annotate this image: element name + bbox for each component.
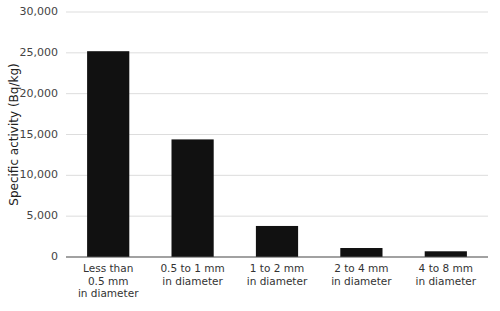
y-tick-label: 30,000 [20,5,59,18]
bar [256,226,298,257]
x-ticks: Less than0.5 mmin diameter 0.5 to 1 mmin … [78,262,477,299]
bar [87,51,129,257]
grid-line [66,257,488,258]
grid-line [66,12,488,13]
x-axis-line [66,257,488,258]
y-axis-label: Specific activity (Bq/kg) [7,63,21,205]
bars [87,51,467,257]
bar [340,248,382,257]
y-tick-label: 10,000 [20,168,59,181]
y-tick-label: 15,000 [20,128,59,141]
bar [425,251,467,257]
chart: 0 5,000 10,000 15,000 20,000 25,000 30,000 Less… [0,0,500,311]
x-tick-label: 1 to 2 mmin diameter [247,262,308,287]
grid [66,12,488,257]
chart-container: 0 5,000 10,000 15,000 20,000 25,000 30,000 Less… [0,0,500,311]
y-tick-label: 25,000 [20,46,59,59]
y-tick-label: 0 [51,250,58,263]
x-tick-label: 0.5 to 1 mmin diameter [160,262,224,287]
bar [172,139,214,257]
y-ticks: 0 5,000 10,000 15,000 20,000 25,000 30,000 [20,5,59,263]
x-tick-label: 4 to 8 mmin diameter [416,262,477,287]
x-tick-label: Less than0.5 mmin diameter [78,262,139,299]
y-tick-label: 20,000 [20,87,59,100]
x-tick-label: 2 to 4 mmin diameter [331,262,392,287]
y-tick-label: 5,000 [27,209,59,222]
